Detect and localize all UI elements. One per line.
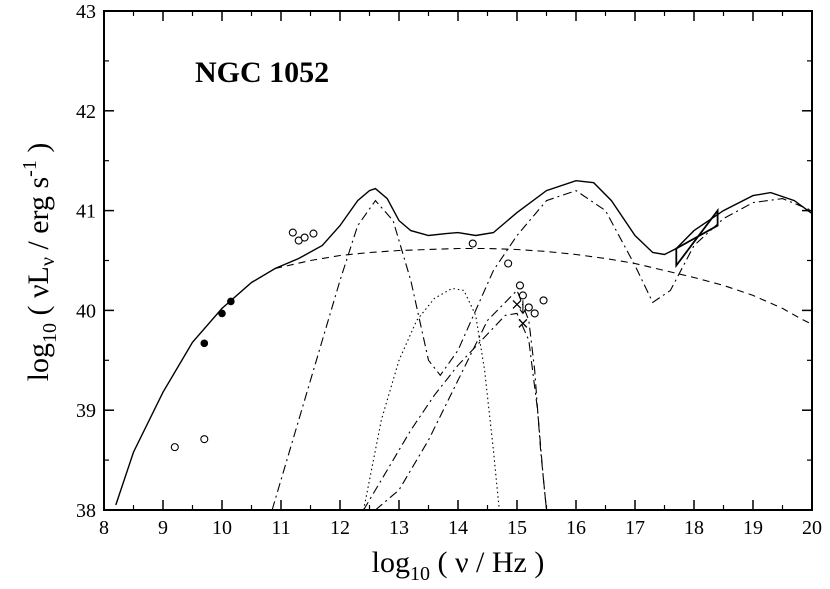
open-point bbox=[468, 239, 477, 248]
y-axis-title-body2: / erg s bbox=[22, 177, 55, 257]
filled-point bbox=[200, 339, 209, 348]
y-axis-title-body: ( νL bbox=[22, 266, 55, 323]
y-tick-label: 41 bbox=[76, 201, 96, 223]
y-tick-label: 38 bbox=[76, 500, 96, 522]
x-axis-title-sub: 10 bbox=[410, 563, 430, 585]
y-axis-title-sup: -1 bbox=[19, 160, 41, 177]
y-axis-title-sub2: ν bbox=[37, 257, 59, 266]
series-total-model bbox=[115, 179, 813, 506]
open-point bbox=[515, 281, 525, 290]
filled-point bbox=[218, 309, 226, 318]
filled-point bbox=[227, 297, 235, 306]
open-point bbox=[504, 259, 513, 268]
xray-bowtie bbox=[675, 207, 719, 269]
x-axis-title-prefix: log bbox=[372, 546, 410, 579]
chart-title: NGC 1052 bbox=[195, 56, 329, 89]
cross-point bbox=[512, 299, 522, 309]
data-points bbox=[170, 228, 548, 452]
x-tick-label: 19 bbox=[743, 517, 763, 539]
model-curves bbox=[115, 179, 813, 511]
y-axis-title-sub: 10 bbox=[39, 323, 61, 343]
y-tick-label: 43 bbox=[76, 1, 96, 23]
x-tick-label: 17 bbox=[625, 517, 645, 539]
open-point bbox=[170, 443, 179, 452]
open-point bbox=[309, 229, 318, 238]
open-point bbox=[530, 309, 539, 318]
x-tick-label: 15 bbox=[507, 517, 527, 539]
x-tick-label: 11 bbox=[271, 517, 290, 539]
cross-point bbox=[518, 318, 528, 328]
series-dash-dot-components bbox=[271, 189, 813, 511]
x-tick-label: 10 bbox=[212, 517, 232, 539]
x-tick-label: 14 bbox=[448, 517, 468, 539]
plot-frame bbox=[103, 10, 813, 511]
series-dash-dot-lower-bump bbox=[363, 312, 548, 511]
open-point bbox=[539, 296, 548, 305]
x-tick-label: 8 bbox=[99, 517, 109, 539]
open-point bbox=[288, 228, 297, 237]
open-point bbox=[300, 233, 309, 242]
y-tick-label: 40 bbox=[76, 300, 96, 322]
x-tick-label: 20 bbox=[802, 517, 822, 539]
series-broad-component bbox=[274, 247, 813, 325]
x-tick-label: 13 bbox=[389, 517, 409, 539]
open-point bbox=[200, 435, 209, 444]
x-tick-label: 16 bbox=[566, 517, 586, 539]
x-tick-label: 12 bbox=[330, 517, 350, 539]
y-tick-label: 42 bbox=[76, 101, 96, 123]
limit-arrow bbox=[519, 300, 527, 315]
x-tick-label: 18 bbox=[684, 517, 704, 539]
x-tick-label: 9 bbox=[158, 517, 168, 539]
open-point bbox=[518, 291, 527, 300]
open-point bbox=[524, 303, 533, 312]
x-axis-title-body: ( ν / Hz ) bbox=[430, 546, 544, 579]
y-tick-label: 39 bbox=[76, 400, 96, 422]
y-axis-title: log10 ( νLν / erg s-1 ) bbox=[19, 143, 61, 382]
x-axis-title: log10 ( ν / Hz ) bbox=[372, 546, 545, 585]
y-axis-title-body3: ) bbox=[22, 143, 55, 161]
y-axis-title-prefix: log bbox=[22, 343, 55, 381]
series-model-with-inflection bbox=[375, 289, 548, 511]
